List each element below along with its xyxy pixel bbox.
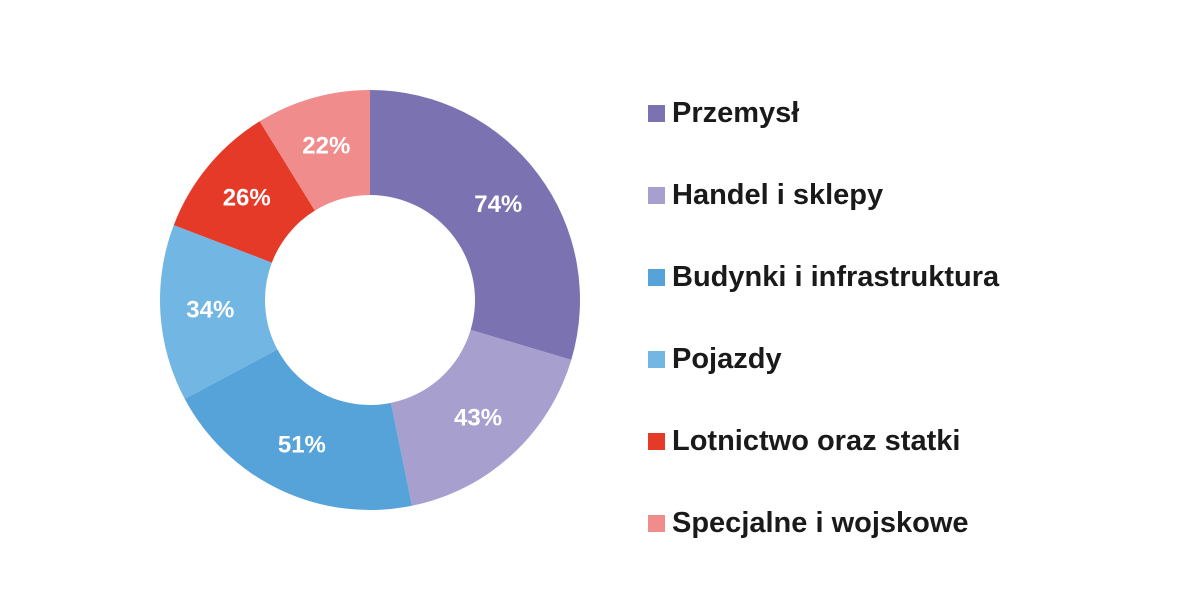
legend-label: Handel i sklepy <box>672 178 884 211</box>
slice-percent-label: 51% <box>278 431 326 458</box>
legend-label: Pojazdy <box>672 342 782 375</box>
legend-label: Budynki i infrastruktura <box>672 260 1000 293</box>
chart-legend: Przemysł Handel i sklepy Budynki i infra… <box>648 72 1188 564</box>
legend-item-przemysl: Przemysł <box>648 72 1188 154</box>
legend-swatch <box>648 268 665 286</box>
slice-percent-label: 26% <box>223 185 271 212</box>
donut-slice <box>184 349 412 510</box>
legend-item-budynki-i-infrastruktura: Budynki i infrastruktura <box>648 236 1188 318</box>
slice-percent-label: 34% <box>186 297 234 324</box>
slice-percent-label: 43% <box>454 405 502 432</box>
legend-item-lotnictwo-oraz-statki: Lotnictwo oraz statki <box>648 400 1188 482</box>
legend-label: Lotnictwo oraz statki <box>672 424 961 457</box>
slice-percent-label: 74% <box>474 191 522 218</box>
legend-swatch <box>648 104 665 122</box>
donut-slice <box>159 225 278 399</box>
legend-label: Przemysł <box>672 96 800 129</box>
donut-slice <box>259 90 370 211</box>
donut-slice <box>390 329 572 506</box>
donut-slice <box>370 90 580 360</box>
legend-item-handel-i-sklepy: Handel i sklepy <box>648 154 1188 236</box>
legend-item-specjalne-i-wojskowe: Specjalne i wojskowe <box>648 482 1188 564</box>
slice-percent-label: 22% <box>302 133 350 160</box>
legend-swatch <box>648 186 665 204</box>
donut-slice <box>173 121 315 263</box>
legend-label: Specjalne i wojskowe <box>672 506 969 539</box>
legend-swatch <box>648 514 665 532</box>
legend-swatch <box>648 432 665 450</box>
legend-swatch <box>648 350 665 368</box>
legend-item-pojazdy: Pojazdy <box>648 318 1188 400</box>
